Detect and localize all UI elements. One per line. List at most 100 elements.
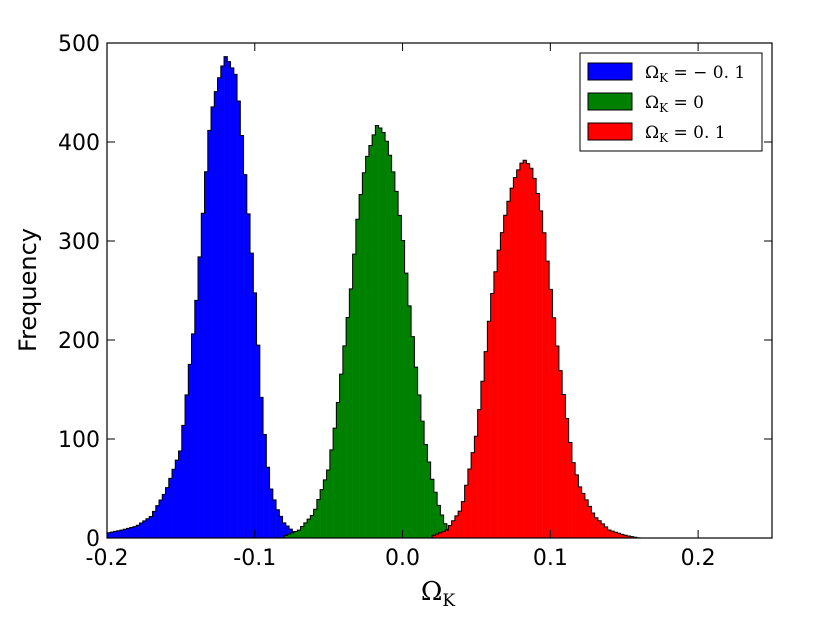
legend-label: ΩK = − 0. 1 xyxy=(645,63,745,85)
histogram-bar xyxy=(451,520,456,538)
histogram-bar xyxy=(438,532,443,538)
histogram-bar xyxy=(227,61,231,539)
histogram-bar xyxy=(272,499,277,538)
histogram-bar xyxy=(287,534,292,538)
histogram-bar xyxy=(471,452,475,538)
histogram-bar xyxy=(300,526,305,538)
histogram-bar xyxy=(510,188,514,538)
legend: ΩK = − 0. 1 ΩK = 0 ΩK = 0. 1 xyxy=(579,52,763,152)
histogram-bar xyxy=(188,364,192,538)
histogram-bar xyxy=(445,530,449,538)
histogram-bar xyxy=(440,515,444,538)
histogram-bar xyxy=(516,169,521,538)
histogram-bars xyxy=(106,56,641,539)
histogram-bar xyxy=(503,215,508,538)
histogram-bar xyxy=(303,522,308,538)
histogram-bar xyxy=(394,191,399,538)
histogram-bar xyxy=(120,530,124,538)
histogram-bar xyxy=(461,501,465,538)
histogram-bar xyxy=(142,520,147,538)
histogram-bar xyxy=(378,127,383,538)
histogram-bar xyxy=(433,492,438,538)
histogram-bar xyxy=(591,512,595,538)
histogram-bar xyxy=(594,517,599,538)
histogram-bar xyxy=(162,494,166,538)
y-tick-label: 0 xyxy=(86,527,100,552)
histogram-bar xyxy=(355,219,360,538)
histogram-bar xyxy=(201,213,205,538)
legend-label: ΩK = 0 xyxy=(645,93,704,115)
histogram-bar xyxy=(487,321,491,538)
histogram-bar xyxy=(178,450,183,538)
histogram-bar xyxy=(297,530,301,538)
histogram-bar xyxy=(458,511,462,538)
histogram-outline xyxy=(431,159,641,539)
histogram-bar xyxy=(294,531,298,538)
histogram-bar xyxy=(454,515,459,538)
histogram-bar xyxy=(230,67,235,538)
histogram-bar xyxy=(526,163,530,538)
histogram-outline xyxy=(106,56,316,539)
histogram-bar xyxy=(581,493,586,538)
histogram-bar xyxy=(375,125,379,538)
histogram-bar xyxy=(497,250,501,538)
histogram-bar xyxy=(256,345,261,538)
histogram-bar xyxy=(430,479,435,538)
histogram-bar xyxy=(545,261,550,538)
histogram-bar xyxy=(139,523,144,538)
histogram-bar xyxy=(253,292,257,538)
histogram-bar xyxy=(597,520,602,538)
histogram-bar xyxy=(279,516,283,538)
histogram-bar xyxy=(614,532,618,538)
histogram-bar xyxy=(342,345,347,538)
histogram-bar xyxy=(326,470,331,538)
histogram-bar xyxy=(365,156,370,539)
histogram-bar xyxy=(484,351,488,538)
axis-ticks xyxy=(106,42,772,539)
histogram-bar xyxy=(565,418,569,538)
histogram-bar xyxy=(506,201,511,538)
histogram-bar xyxy=(432,535,436,538)
histogram-bar xyxy=(310,515,314,538)
histogram-bar xyxy=(362,172,366,538)
histogram-bar xyxy=(372,134,376,538)
histogram-bar xyxy=(243,174,248,539)
histogram-outline xyxy=(283,124,464,539)
histogram-bar xyxy=(607,529,612,538)
x-tick-labels: -0.2 -0.1 0.0 0.1 0.2 xyxy=(86,546,716,571)
histogram-bar xyxy=(149,516,153,538)
histogram-bar xyxy=(290,532,295,538)
histogram-bar xyxy=(388,155,392,539)
histogram-bar xyxy=(539,210,543,539)
histogram-bar xyxy=(152,511,157,538)
histogram-bar xyxy=(571,462,576,538)
histogram-bar xyxy=(352,254,357,538)
histogram-bar xyxy=(198,256,202,538)
histogram-bar xyxy=(110,532,114,538)
histogram-bar xyxy=(339,374,344,538)
histogram-bar xyxy=(204,171,209,538)
histogram-bar xyxy=(604,526,608,538)
histogram-bar xyxy=(532,178,537,538)
legend-label: ΩK = 0. 1 xyxy=(645,123,726,145)
histogram-bar xyxy=(136,525,140,538)
histogram-series-2 xyxy=(431,159,641,539)
y-axis-label: Frequency xyxy=(14,228,42,352)
y-tick-label: 300 xyxy=(58,230,100,255)
histogram-bar xyxy=(113,531,118,538)
y-tick-label: 100 xyxy=(58,428,100,453)
histogram-bar xyxy=(493,271,498,538)
legend-swatch xyxy=(587,122,633,141)
histogram-bar xyxy=(441,531,446,538)
histogram-bar xyxy=(623,535,628,538)
legend-item-omega-0: ΩK = 0 xyxy=(587,92,704,115)
histogram-bar xyxy=(133,526,137,538)
histogram-bar xyxy=(620,534,625,538)
histogram-bar xyxy=(575,474,579,538)
histogram-bar xyxy=(420,421,425,538)
x-tick-label: -0.2 xyxy=(86,546,129,571)
histogram-bar xyxy=(368,145,373,538)
histogram-bar xyxy=(224,56,228,539)
y-tick-label: 200 xyxy=(58,329,100,354)
histogram-bar xyxy=(172,469,176,538)
